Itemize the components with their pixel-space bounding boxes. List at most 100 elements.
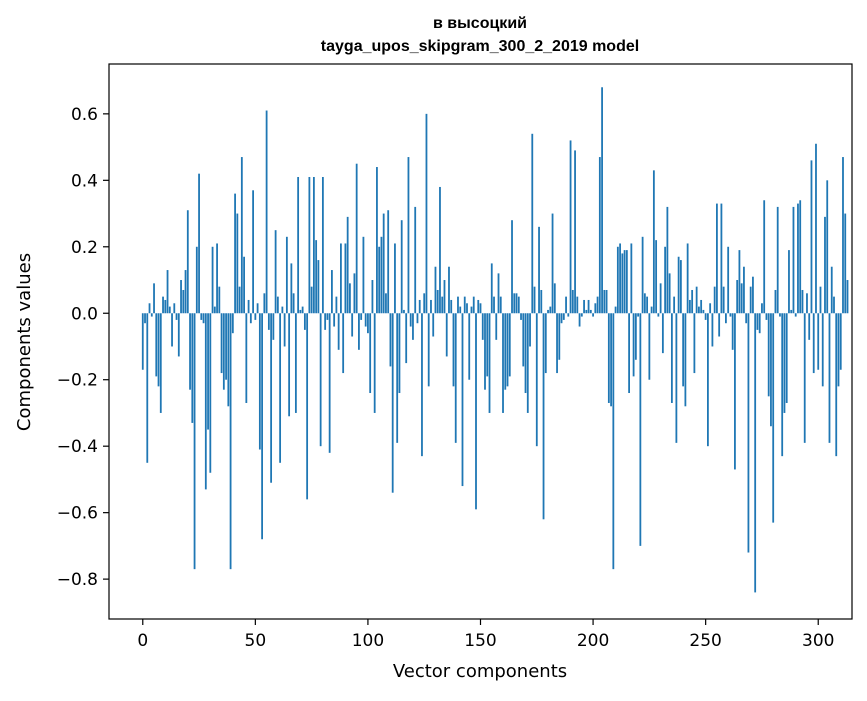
- bar-25: [198, 173, 200, 314]
- bar-177: [540, 289, 543, 314]
- bar-54: [263, 293, 266, 314]
- bar-290: [794, 313, 797, 317]
- bar-154: [488, 313, 491, 413]
- bar-272: [754, 313, 757, 593]
- bar-191: [571, 289, 574, 314]
- bar-135: [445, 313, 448, 357]
- bar-201: [594, 303, 597, 314]
- bar-99: [364, 313, 367, 327]
- bar-275: [761, 303, 763, 314]
- bar-193: [576, 296, 579, 314]
- bar-29: [207, 313, 209, 430]
- bar-185: [558, 313, 561, 360]
- bar-85: [333, 313, 336, 327]
- bar-162: [506, 313, 509, 387]
- bar-94: [353, 273, 356, 314]
- bar-88: [340, 243, 342, 314]
- bar-207: [607, 313, 610, 403]
- bar-243: [688, 299, 691, 314]
- bar-178: [542, 313, 545, 520]
- bar-7: [157, 313, 160, 387]
- bar-296: [808, 313, 811, 340]
- bar-262: [731, 313, 734, 350]
- bar-32: [213, 306, 216, 314]
- bar-31: [211, 246, 214, 314]
- bar-220: [637, 313, 640, 317]
- bar-277: [765, 313, 768, 320]
- bar-217: [630, 243, 633, 314]
- bar-205: [603, 289, 606, 314]
- bar-77: [315, 240, 318, 314]
- bar-267: [743, 266, 745, 314]
- bar-221: [639, 313, 642, 546]
- bar-218: [632, 313, 635, 377]
- bar-10: [164, 299, 167, 314]
- bar-15: [175, 313, 178, 320]
- bar-198: [587, 299, 590, 314]
- bar-3: [148, 303, 151, 314]
- bar-128: [430, 299, 432, 314]
- bar-186: [560, 313, 563, 324]
- bar-60: [276, 296, 279, 314]
- bar-69: [297, 176, 300, 314]
- bar-70: [299, 309, 302, 314]
- bar-295: [806, 293, 808, 314]
- bar-192: [574, 150, 576, 314]
- bar-183: [553, 283, 556, 314]
- bar-142: [461, 313, 464, 487]
- bar-65: [288, 313, 291, 417]
- bar-51: [256, 303, 259, 314]
- bar-271: [752, 276, 754, 314]
- x-tick-label: 300: [802, 631, 834, 651]
- bar-35: [220, 313, 223, 374]
- bar-30: [209, 313, 212, 473]
- bar-203: [598, 157, 601, 314]
- bar-196: [583, 299, 585, 314]
- bar-230: [659, 283, 662, 314]
- bar-303: [824, 216, 826, 314]
- bar-33: [216, 243, 218, 314]
- bar-136: [448, 266, 450, 314]
- bar-214: [623, 250, 626, 314]
- bar-67: [292, 293, 295, 314]
- y-tick-label: 0.6: [71, 105, 98, 125]
- bar-16: [177, 313, 180, 357]
- bar-184: [556, 313, 558, 374]
- bar-268: [745, 313, 748, 324]
- bar-82: [326, 313, 329, 320]
- bar-127: [427, 313, 430, 387]
- bar-56: [267, 313, 270, 330]
- bar-256: [718, 313, 721, 337]
- y-axis-label: Components values: [14, 253, 35, 431]
- bar-179: [544, 313, 547, 374]
- bar-278: [767, 313, 770, 397]
- bar-111: [391, 313, 394, 493]
- bar-235: [670, 313, 673, 403]
- bar-208: [610, 313, 612, 407]
- bar-151: [481, 313, 484, 340]
- bar-93: [351, 313, 354, 337]
- bar-202: [596, 296, 599, 314]
- bar-312: [844, 213, 847, 314]
- bar-188: [565, 296, 567, 314]
- bar-180: [547, 309, 549, 314]
- bar-250: [704, 313, 707, 320]
- bar-187: [562, 313, 565, 320]
- bar-161: [504, 313, 507, 390]
- bar-61: [279, 313, 282, 463]
- bar-291: [797, 203, 799, 314]
- bar-305: [828, 313, 831, 443]
- bar-58: [272, 313, 275, 340]
- bar-226: [650, 306, 653, 314]
- bar-287: [788, 250, 790, 314]
- x-tick-label: 50: [245, 631, 267, 651]
- bar-206: [605, 289, 608, 314]
- y-tick-label: −0.6: [57, 504, 98, 524]
- bar-294: [803, 313, 806, 443]
- bar-159: [499, 296, 502, 314]
- bar-274: [758, 313, 761, 334]
- bar-173: [531, 133, 534, 314]
- x-tick-label: 150: [464, 631, 496, 651]
- bar-164: [511, 220, 513, 314]
- bar-146: [470, 306, 473, 314]
